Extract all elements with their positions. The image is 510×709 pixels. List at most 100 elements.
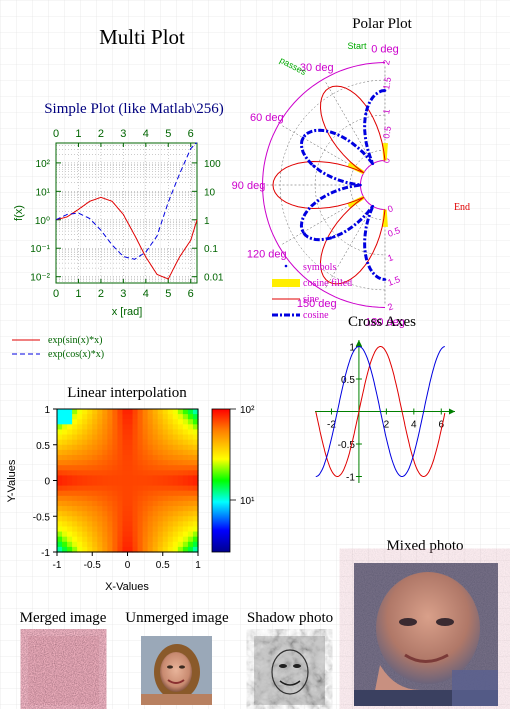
interp-cell [127,531,134,538]
simple-plot-ticks: 0 0 1 1 2 2 3 3 4 4 5 5 6 6 10² 100 10¹ 10 10⁰ 1 10⁻¹ 0.1 10⁻²… [30,128,224,300]
interp-cell [67,531,73,538]
interp-cell [152,470,159,476]
interp-cell [122,516,129,522]
interp-cell [132,409,139,415]
interp-cell [177,419,184,425]
interp-cell [167,439,174,446]
interp-cell [97,465,103,471]
interp-cell [117,470,124,476]
interp-cell [122,536,129,543]
interp-cell [77,419,83,425]
interp-cell [142,434,149,441]
interp-cell [87,511,93,517]
interp-cell [102,414,108,420]
interp-cell [82,506,88,512]
interp-cell [117,516,124,522]
interp-cell [127,511,134,517]
simple-ytick-label-right: 1 [204,216,210,227]
interp-cell [162,531,169,538]
interp-cell [177,414,184,420]
interp-cell [82,424,88,431]
interp-cell [187,454,194,461]
legend-symbols-label: symbols [303,262,336,273]
interp-cell [77,454,83,461]
interp-cell [157,429,164,436]
interp-cell [177,429,184,436]
interp-cell [117,424,124,431]
interp-cell [87,495,93,502]
interp-cell [97,490,103,497]
interp-cell [132,424,139,431]
interp-cell [117,475,124,482]
interp-cell [187,460,194,466]
polar-symbol [364,255,368,258]
interp-cell [92,506,98,512]
interp-cell [142,531,149,538]
interp-cell [62,526,68,533]
interp-cell [147,449,154,456]
interp-cell [157,490,164,497]
interp-cell [62,470,68,476]
interp-cell [77,526,83,533]
interp-cell [157,541,164,548]
interp-cell [92,470,98,476]
interp-cell [162,500,169,507]
interp-cell [157,444,164,451]
interp-cell [82,495,88,502]
interp-cell [192,490,199,497]
interp-cell [137,546,144,553]
shadow-photo [254,636,325,705]
interp-cell [182,485,189,492]
simple-ytick-label-right: 0.01 [204,273,224,284]
interp-cell [192,511,199,517]
interp-cell [132,470,139,476]
interp-cell [67,541,73,548]
interp-cell [142,419,149,425]
interp-cell [147,460,154,466]
interp-cell [62,465,68,471]
interp-cell [82,546,88,553]
interp-cell [147,454,154,461]
interp-cell [62,546,68,553]
interp-cell [142,439,149,446]
cross-axes-plot: Cross Axes -2 2 4 6 1 0.5 -0.5 -1 [315,314,455,484]
interp-cell [82,434,88,441]
interp-ytick-label: -0.5 [33,512,51,523]
interp-cell [92,475,98,482]
interp-cell [147,434,154,441]
interp-cell [92,536,98,543]
interp-cell [87,409,93,415]
interp-cell [67,526,73,533]
interp-cell [62,454,68,461]
interp-cell [107,419,113,425]
polar-symbol [383,278,387,281]
simple-plot-xlabel: x [rad] [112,306,143,318]
polar-radial-tick: 1 [381,108,392,115]
interp-cell [82,531,88,538]
simple-plot: Simple Plot (like Matlab\256) 0 0 1 1 2 2 3 3 4 4… [12,101,224,360]
interp-cell [122,414,129,420]
interp-cell [182,419,189,425]
interp-cell [177,475,184,482]
cross-xtick-label: -2 [327,420,336,431]
interp-cell [62,434,68,441]
interp-cell [182,414,189,420]
interp-cell [82,470,88,476]
interp-cell [177,536,184,543]
interp-cell [82,465,88,471]
interp-cell [62,511,68,517]
interp-cell [172,434,179,441]
interp-cell [177,470,184,476]
interp-cell [157,531,164,538]
interp-cell [112,449,119,456]
interp-cell [62,516,68,522]
interp-cell [152,439,159,446]
interp-cell [62,495,68,502]
interp-cell [87,485,93,492]
interp-cell [172,419,179,425]
interp-cell [152,541,159,548]
interp-cell [57,480,63,487]
interp-ytick-label: 1 [44,405,50,416]
interp-cell [112,475,119,482]
interp-cell [137,490,144,497]
